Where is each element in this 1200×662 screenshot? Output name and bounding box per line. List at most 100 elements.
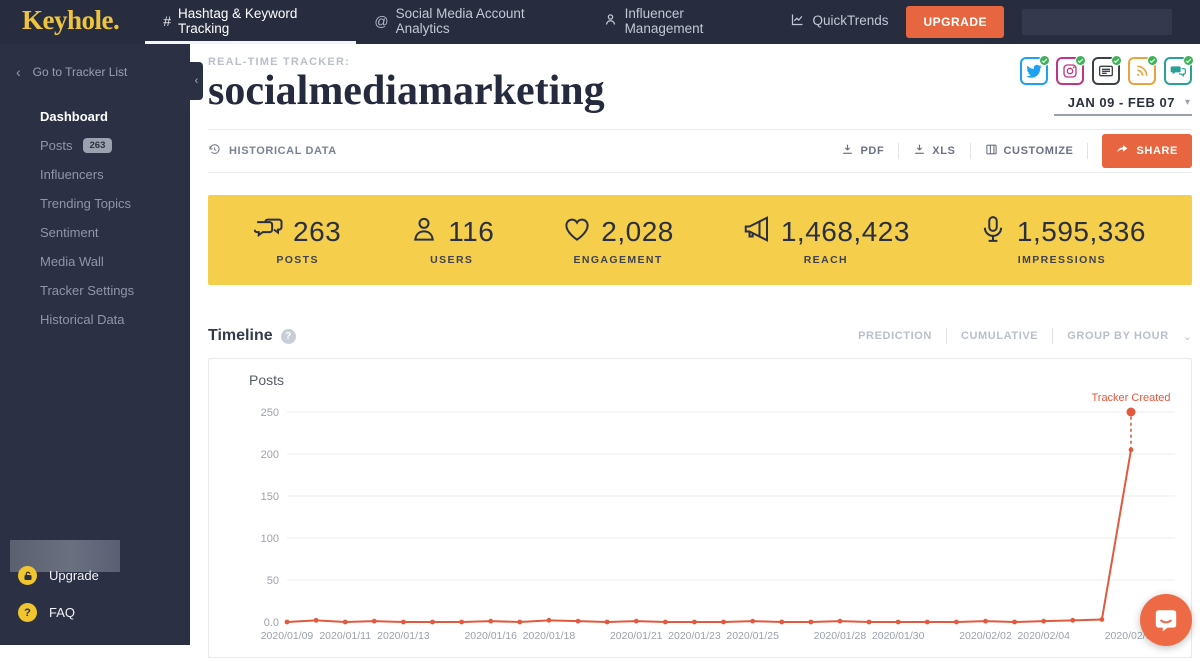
sidebar-item-label: Influencers <box>40 167 104 182</box>
sidebar: ‹ Go to Tracker List Dashboard Posts 263… <box>0 44 190 645</box>
hashtag-icon: # <box>163 12 172 29</box>
divider <box>1052 328 1054 344</box>
impressions-value: 1,595,336 <box>1016 215 1146 247</box>
sidebar-collapse-toggle[interactable]: ‹ <box>190 62 203 100</box>
customize-button[interactable]: CUSTOMIZE <box>985 143 1074 159</box>
posts-value: 263 <box>293 215 342 247</box>
xls-download-button[interactable]: XLS <box>913 143 955 159</box>
divider <box>898 143 900 159</box>
svg-text:2020/01/13: 2020/01/13 <box>377 630 430 642</box>
divider <box>1087 143 1089 159</box>
sidebar-item-sentiment[interactable]: Sentiment <box>0 218 190 247</box>
summary-stats-bar: 263 POSTS 116 USERS 2,028 ENGAGEMENT 1,4… <box>208 195 1192 285</box>
sidebar-item-label: Dashboard <box>40 109 108 124</box>
svg-text:2020/01/30: 2020/01/30 <box>872 630 925 642</box>
svg-text:2020/01/21: 2020/01/21 <box>610 630 663 642</box>
at-sign-icon: @ <box>374 12 389 29</box>
svg-text:2020/01/25: 2020/01/25 <box>726 630 779 642</box>
tracker-kicker: REAL-TIME TRACKER: <box>208 56 350 68</box>
main-nav: # Hashtag & Keyword Tracking @ Social Me… <box>145 0 906 44</box>
sidebar-item-influencers[interactable]: Influencers <box>0 160 190 189</box>
date-range-label: JAN 09 - FEB 07 <box>1067 95 1175 110</box>
reach-value: 1,468,423 <box>780 215 910 247</box>
sidebar-menu: Dashboard Posts 263 Influencers Trending… <box>0 102 190 334</box>
date-range-selector[interactable]: JAN 09 - FEB 07 ▾ <box>1053 95 1192 116</box>
sidebar-faq-link[interactable]: ? FAQ <box>18 594 190 631</box>
stat-engagement: 2,028 ENGAGEMENT <box>562 214 674 266</box>
user-icon <box>409 214 439 249</box>
sidebar-item-dashboard[interactable]: Dashboard <box>0 102 190 131</box>
tracker-created-annotation: Tracker Created <box>1091 392 1170 404</box>
lock-icon <box>18 566 37 585</box>
keyhole-logo[interactable]: Keyhole. <box>22 4 120 35</box>
pdf-label: PDF <box>860 145 885 157</box>
tracker-header: REAL-TIME TRACKER: socialmediamarketing <box>208 44 1194 130</box>
faq-label: FAQ <box>49 605 76 620</box>
timeline-header: Timeline ? PREDICTION CUMULATIVE GROUP B… <box>208 321 1192 351</box>
timeline-title: Timeline <box>208 327 273 344</box>
sidebar-item-label: Posts <box>40 138 73 153</box>
microphone-icon <box>978 214 1008 249</box>
sidebar-item-tracker-settings[interactable]: Tracker Settings <box>0 276 190 305</box>
top-navbar: Keyhole. # Hashtag & Keyword Tracking @ … <box>0 0 1200 44</box>
upgrade-label: Upgrade <box>49 568 99 583</box>
nav-item-hashtag-keyword-tracking[interactable]: # Hashtag & Keyword Tracking <box>145 0 357 44</box>
sidebar-item-media-wall[interactable]: Media Wall <box>0 247 190 276</box>
svg-text:2020/02/02: 2020/02/02 <box>959 630 1012 642</box>
historical-data-button[interactable]: HISTORICAL DATA <box>208 143 337 159</box>
history-icon <box>208 143 221 159</box>
engagement-label: ENGAGEMENT <box>573 254 663 266</box>
nav-label: Social Media Account Analytics <box>395 5 525 36</box>
chevron-left-icon: ‹ <box>16 64 21 80</box>
xls-label: XLS <box>932 145 956 157</box>
nav-item-influencer-management[interactable]: Influencer Management <box>585 0 773 44</box>
customize-label: CUSTOMIZE <box>1003 145 1074 157</box>
cumulative-toggle[interactable]: CUMULATIVE <box>960 330 1039 342</box>
group-by-hour-dropdown[interactable]: GROUP BY HOUR <box>1067 330 1169 342</box>
nav-label: Influencer Management <box>624 5 704 36</box>
go-to-tracker-list-link[interactable]: ‹ Go to Tracker List <box>0 44 190 80</box>
check-badge-icon <box>1039 55 1050 66</box>
sidebar-upgrade-link[interactable]: Upgrade <box>18 557 190 594</box>
share-button[interactable]: SHARE <box>1102 134 1192 168</box>
forums-icon[interactable] <box>1164 55 1194 85</box>
pdf-download-button[interactable]: PDF <box>841 143 884 159</box>
sidebar-item-label: Media Wall <box>40 254 104 269</box>
news-icon[interactable] <box>1092 55 1122 85</box>
stat-posts: 263 POSTS <box>253 214 342 266</box>
prediction-toggle[interactable]: PREDICTION <box>858 330 932 342</box>
share-icon <box>1116 143 1129 159</box>
sidebar-item-label: Historical Data <box>40 312 125 327</box>
stat-users: 116 USERS <box>409 214 494 266</box>
check-badge-icon <box>1111 55 1122 66</box>
users-value: 116 <box>448 215 495 247</box>
redacted-account-box <box>1022 9 1172 35</box>
nav-item-quicktrends[interactable]: QuickTrends <box>772 0 906 44</box>
chevron-down-icon[interactable]: ⌄ <box>1182 330 1192 343</box>
rss-icon[interactable] <box>1128 55 1158 85</box>
svg-text:2020/01/23: 2020/01/23 <box>668 630 721 642</box>
engagement-value: 2,028 <box>601 215 674 247</box>
nav-label: Hashtag & Keyword Tracking <box>178 5 298 36</box>
chart-y-axis-title: Posts <box>249 372 285 388</box>
help-icon[interactable]: ? <box>280 328 296 344</box>
trend-chart-icon <box>790 12 805 30</box>
sidebar-item-trending-topics[interactable]: Trending Topics <box>0 189 190 218</box>
svg-text:100: 100 <box>261 533 279 545</box>
sidebar-item-posts[interactable]: Posts 263 <box>0 131 190 160</box>
upgrade-button[interactable]: UPGRADE <box>906 6 1004 38</box>
posts-label: POSTS <box>276 254 319 266</box>
nav-item-social-media-account-analytics[interactable]: @ Social Media Account Analytics <box>356 0 584 44</box>
twitter-icon[interactable] <box>1020 55 1050 85</box>
download-icon <box>841 143 854 159</box>
sidebar-item-label: Sentiment <box>40 225 99 240</box>
sidebar-item-historical-data[interactable]: Historical Data <box>0 305 190 334</box>
chat-widget-button[interactable] <box>1140 594 1192 646</box>
impressions-label: IMPRESSIONS <box>1017 254 1107 266</box>
svg-text:150: 150 <box>261 491 279 503</box>
instagram-icon[interactable] <box>1056 55 1086 85</box>
svg-text:2020/01/16: 2020/01/16 <box>464 630 517 642</box>
download-icon <box>913 143 926 159</box>
stat-reach: 1,468,423 REACH <box>742 214 910 266</box>
chat-bubbles-icon <box>253 214 284 249</box>
